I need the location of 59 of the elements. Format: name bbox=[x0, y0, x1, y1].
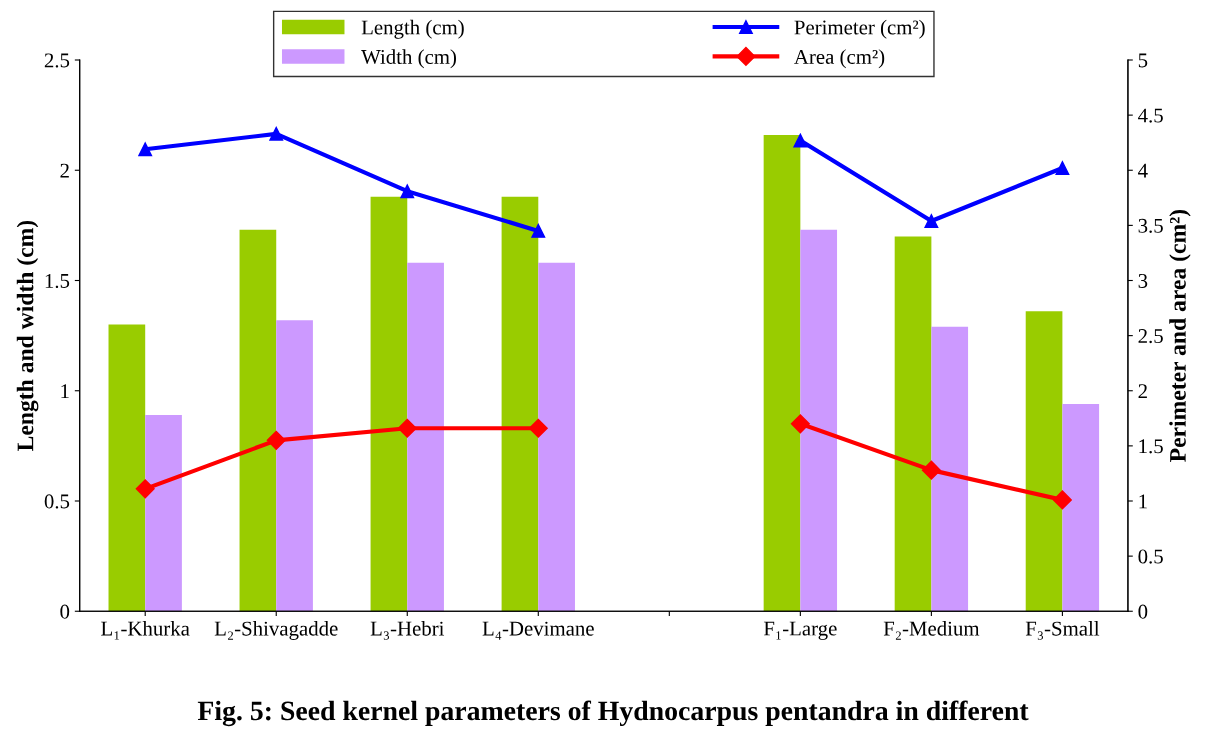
point bbox=[921, 460, 941, 480]
legend-label: Area (cm²) bbox=[794, 49, 885, 69]
y2-tick-label: 4.5 bbox=[1138, 108, 1163, 123]
y2-tick-label: 3.5 bbox=[1138, 218, 1163, 233]
bar bbox=[1025, 311, 1063, 612]
caption: Fig. 5: Seed kernel parameters of Hydnocarpus pentandra in different bbox=[197, 700, 1029, 727]
bar bbox=[763, 134, 801, 612]
y-tick-label: 1.5 bbox=[45, 273, 70, 289]
legend-label: Length (cm) bbox=[361, 19, 464, 39]
point bbox=[1052, 490, 1072, 510]
point bbox=[266, 430, 286, 450]
y2-tick-label: 3 bbox=[1138, 273, 1148, 288]
x-tick-label: L₃-Hebri bbox=[370, 620, 445, 640]
point bbox=[790, 414, 810, 434]
bar bbox=[145, 415, 182, 612]
y-tick-label: 2.5 bbox=[44, 53, 70, 68]
y2-tick-label: 0 bbox=[1138, 604, 1148, 619]
y2-tick-label: 1.5 bbox=[1139, 439, 1163, 454]
y2-tick-label: 4 bbox=[1138, 163, 1148, 178]
y2-tick-label: 1 bbox=[1139, 494, 1147, 509]
bar bbox=[276, 320, 313, 612]
x-tick-label: L₁-Khurka bbox=[101, 620, 190, 640]
bar bbox=[800, 229, 838, 612]
bar bbox=[501, 196, 539, 612]
y-tick-label: 0.5 bbox=[44, 494, 70, 509]
bar bbox=[239, 229, 277, 612]
y2-tick-label: 5 bbox=[1138, 53, 1148, 68]
bar bbox=[931, 326, 969, 612]
bar bbox=[1062, 403, 1100, 612]
point bbox=[924, 214, 939, 228]
point bbox=[397, 418, 417, 438]
point bbox=[269, 126, 284, 141]
point bbox=[793, 133, 808, 148]
y2-tick-label: 2.5 bbox=[1138, 329, 1163, 344]
point bbox=[138, 142, 153, 157]
point bbox=[531, 223, 546, 238]
x-tick-label: F₁-Large bbox=[763, 621, 837, 640]
y-axis-title: Length and width (cm) bbox=[16, 220, 39, 451]
x-tick-label: L₂-Shivagadde bbox=[214, 620, 338, 640]
y-tick-label: 2 bbox=[60, 163, 69, 178]
bar bbox=[538, 262, 575, 612]
bar bbox=[108, 324, 146, 612]
y-tick-label: 1 bbox=[61, 384, 69, 398]
y2-tick-label: 2 bbox=[1138, 384, 1147, 398]
point bbox=[135, 479, 155, 499]
point bbox=[400, 184, 415, 199]
bar bbox=[370, 196, 408, 612]
bar bbox=[407, 262, 444, 612]
x-tick-label: L₄-Devimane bbox=[482, 621, 594, 640]
x-tick-label: F₃-Small bbox=[1025, 620, 1100, 640]
x-tick-label: F₂-Medium bbox=[883, 620, 980, 640]
y2-axis-title: Perimeter and area (cm²) bbox=[1169, 209, 1191, 462]
bar bbox=[894, 236, 932, 612]
legend-label: Width (cm) bbox=[361, 49, 457, 69]
point bbox=[528, 418, 548, 438]
y2-tick-label: 0.5 bbox=[1138, 549, 1163, 564]
point bbox=[1055, 161, 1070, 175]
y-tick-label: 0 bbox=[60, 604, 70, 619]
legend-label: Perimeter (cm²) bbox=[794, 19, 925, 39]
